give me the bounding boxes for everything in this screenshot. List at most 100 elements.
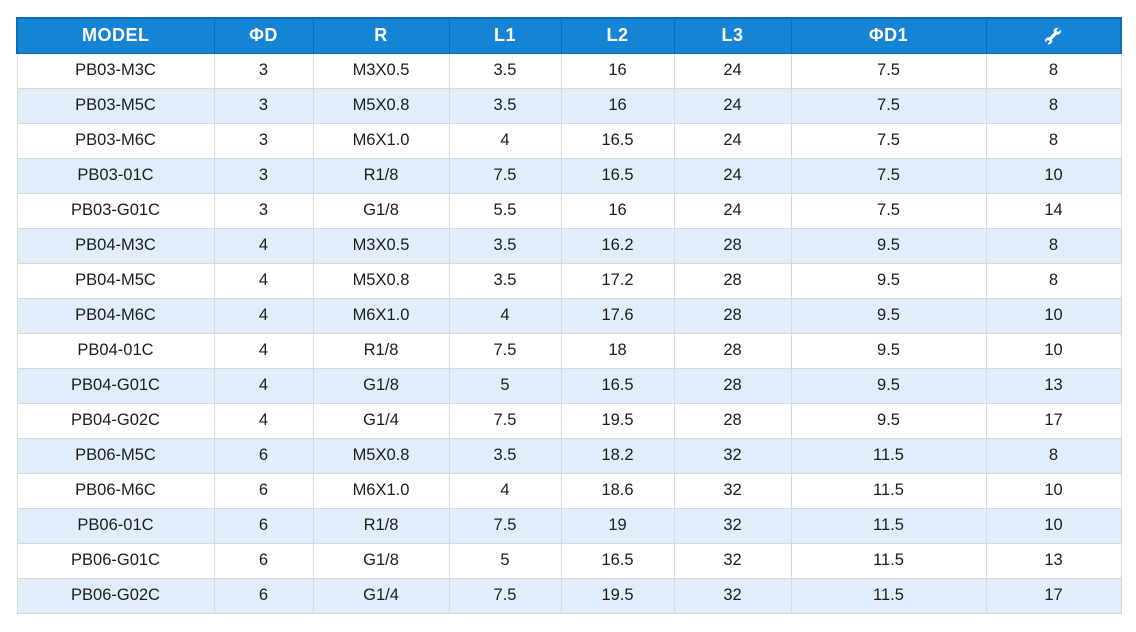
cell-wrench: 17 xyxy=(985,402,1122,439)
cell-l2: 16 xyxy=(560,52,675,89)
cell-wrench: 13 xyxy=(985,542,1122,579)
table-row: PB03-M6C 3 M6X1.0 4 16.5 24 7.5 8 xyxy=(16,122,1122,159)
cell-r: R1/8 xyxy=(312,507,450,544)
cell-l1: 3.5 xyxy=(448,52,562,89)
cell-model: PB06-M6C xyxy=(16,472,215,509)
cell-l3: 32 xyxy=(673,437,792,474)
cell-r: G1/4 xyxy=(312,402,450,439)
cell-phi-d: 3 xyxy=(213,192,314,229)
cell-l3: 28 xyxy=(673,402,792,439)
table-row: PB03-01C 3 R1/8 7.5 16.5 24 7.5 10 xyxy=(16,157,1122,194)
table-row: PB06-M5C 6 M5X0.8 3.5 18.2 32 11.5 8 xyxy=(16,437,1122,474)
cell-r: M5X0.8 xyxy=(312,437,450,474)
cell-l1: 4 xyxy=(448,297,562,334)
cell-phi-d: 3 xyxy=(213,52,314,89)
col-header-wrench xyxy=(985,17,1122,54)
cell-l3: 28 xyxy=(673,367,792,404)
cell-wrench: 10 xyxy=(985,507,1122,544)
cell-phi-d: 4 xyxy=(213,297,314,334)
cell-l1: 3.5 xyxy=(448,437,562,474)
cell-l1: 3.5 xyxy=(448,227,562,264)
cell-phi-d1: 9.5 xyxy=(790,367,987,404)
cell-phi-d: 3 xyxy=(213,122,314,159)
cell-l1: 3.5 xyxy=(448,87,562,124)
table-row: PB04-G02C 4 G1/4 7.5 19.5 28 9.5 17 xyxy=(16,402,1122,439)
table-row: PB04-M6C 4 M6X1.0 4 17.6 28 9.5 10 xyxy=(16,297,1122,334)
catalog-page: MODEL ΦD R L1 L2 L3 ΦD1 xyxy=(16,17,1122,614)
cell-model: PB03-M3C xyxy=(16,52,215,89)
cell-phi-d: 3 xyxy=(213,87,314,124)
cell-l2: 16.5 xyxy=(560,122,675,159)
cell-model: PB06-G01C xyxy=(16,542,215,579)
cell-phi-d1: 7.5 xyxy=(790,157,987,194)
cell-r: G1/4 xyxy=(312,577,450,614)
col-header-model: MODEL xyxy=(16,17,215,54)
cell-phi-d: 4 xyxy=(213,262,314,299)
cell-phi-d1: 9.5 xyxy=(790,402,987,439)
table-row: PB04-M5C 4 M5X0.8 3.5 17.2 28 9.5 8 xyxy=(16,262,1122,299)
cell-phi-d: 3 xyxy=(213,157,314,194)
cell-l3: 28 xyxy=(673,332,792,369)
col-header-l2: L2 xyxy=(560,17,675,54)
cell-phi-d1: 7.5 xyxy=(790,52,987,89)
cell-phi-d1: 9.5 xyxy=(790,262,987,299)
cell-phi-d1: 7.5 xyxy=(790,192,987,229)
table-row: PB06-G01C 6 G1/8 5 16.5 32 11.5 13 xyxy=(16,542,1122,579)
cell-l1: 7.5 xyxy=(448,577,562,614)
cell-l3: 28 xyxy=(673,297,792,334)
cell-l1: 5.5 xyxy=(448,192,562,229)
cell-phi-d1: 11.5 xyxy=(790,577,987,614)
cell-r: M6X1.0 xyxy=(312,472,450,509)
cell-model: PB06-M5C xyxy=(16,437,215,474)
cell-phi-d: 6 xyxy=(213,507,314,544)
cell-l1: 7.5 xyxy=(448,157,562,194)
cell-l2: 16.5 xyxy=(560,367,675,404)
cell-model: PB04-G01C xyxy=(16,367,215,404)
cell-phi-d: 6 xyxy=(213,437,314,474)
wrench-icon xyxy=(1042,24,1064,48)
cell-l3: 24 xyxy=(673,157,792,194)
table-row: PB06-G02C 6 G1/4 7.5 19.5 32 11.5 17 xyxy=(16,577,1122,614)
cell-phi-d: 6 xyxy=(213,542,314,579)
cell-l2: 19.5 xyxy=(560,577,675,614)
table-row: PB03-G01C 3 G1/8 5.5 16 24 7.5 14 xyxy=(16,192,1122,229)
col-header-l1: L1 xyxy=(448,17,562,54)
cell-l2: 16 xyxy=(560,87,675,124)
cell-wrench: 10 xyxy=(985,472,1122,509)
cell-l3: 32 xyxy=(673,507,792,544)
cell-r: G1/8 xyxy=(312,192,450,229)
cell-phi-d1: 7.5 xyxy=(790,87,987,124)
cell-l3: 24 xyxy=(673,122,792,159)
cell-l2: 16 xyxy=(560,192,675,229)
cell-phi-d1: 9.5 xyxy=(790,227,987,264)
cell-l3: 32 xyxy=(673,472,792,509)
table-row: PB03-M3C 3 M3X0.5 3.5 16 24 7.5 8 xyxy=(16,52,1122,89)
cell-l2: 16.2 xyxy=(560,227,675,264)
cell-wrench: 8 xyxy=(985,87,1122,124)
cell-l1: 4 xyxy=(448,122,562,159)
cell-r: G1/8 xyxy=(312,542,450,579)
cell-l1: 7.5 xyxy=(448,507,562,544)
cell-l3: 24 xyxy=(673,87,792,124)
col-header-l3: L3 xyxy=(673,17,792,54)
cell-phi-d: 4 xyxy=(213,332,314,369)
table-body: PB03-M3C 3 M3X0.5 3.5 16 24 7.5 8 PB03-M5C 3 M5X0.… xyxy=(16,52,1122,614)
cell-l2: 17.2 xyxy=(560,262,675,299)
table-row: PB03-M5C 3 M5X0.8 3.5 16 24 7.5 8 xyxy=(16,87,1122,124)
table-row: PB04-01C 4 R1/8 7.5 18 28 9.5 10 xyxy=(16,332,1122,369)
cell-l3: 32 xyxy=(673,542,792,579)
cell-r: G1/8 xyxy=(312,367,450,404)
col-header-phi-d: ΦD xyxy=(213,17,314,54)
header-row: MODEL ΦD R L1 L2 L3 ΦD1 xyxy=(16,17,1122,54)
cell-phi-d: 4 xyxy=(213,227,314,264)
cell-phi-d: 6 xyxy=(213,472,314,509)
cell-l3: 24 xyxy=(673,52,792,89)
col-header-r: R xyxy=(312,17,450,54)
cell-wrench: 8 xyxy=(985,437,1122,474)
cell-l1: 7.5 xyxy=(448,332,562,369)
cell-model: PB04-M6C xyxy=(16,297,215,334)
cell-wrench: 17 xyxy=(985,577,1122,614)
cell-model: PB03-01C xyxy=(16,157,215,194)
cell-phi-d: 4 xyxy=(213,402,314,439)
cell-phi-d: 4 xyxy=(213,367,314,404)
